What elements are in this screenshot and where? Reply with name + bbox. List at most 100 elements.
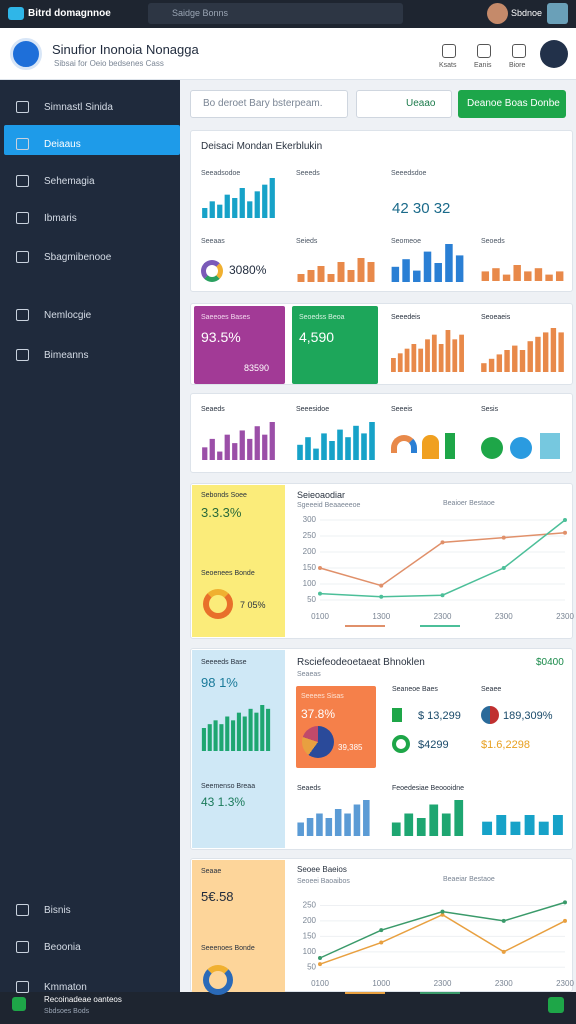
footer-bar: [0, 992, 576, 1024]
header: [0, 28, 576, 80]
nav-icon[interactable]: [16, 309, 29, 321]
nav-icon[interactable]: [16, 175, 29, 187]
sidebar: [0, 80, 180, 992]
section-total: $0400: [536, 657, 564, 668]
page-title: Sinufior Inonoia Nonagga: [52, 42, 199, 57]
panel-label: Seeeeds Base: [201, 659, 247, 666]
user-name: Sbdnoe: [511, 8, 543, 18]
footer-icon: [12, 997, 26, 1011]
nav-icon[interactable]: [16, 349, 29, 361]
circle-shape: [510, 437, 532, 459]
section-subtitle: Seaeas: [297, 671, 321, 678]
cell-label: Seeeds: [296, 170, 320, 177]
action-icon-button[interactable]: [477, 44, 491, 58]
cell-label: Sesis: [481, 406, 499, 413]
kpi-label: Seeees Sisas: [301, 693, 344, 700]
search-input[interactable]: [190, 90, 348, 118]
circle-shape: [481, 437, 503, 459]
donut: [203, 965, 233, 995]
nav-item[interactable]: Beoonia: [44, 942, 81, 953]
nav-icon[interactable]: [16, 251, 29, 263]
row-value: $ 13,299: [418, 710, 461, 722]
kpi-foot: 39,385: [338, 743, 363, 752]
user-avatar: [487, 3, 508, 24]
nav-item[interactable]: Deiaaus: [44, 139, 81, 150]
panel-label: Seemenso Breaa: [201, 783, 256, 790]
panel-value: 43 1.3%: [201, 795, 246, 809]
nav-item[interactable]: Bisnis: [44, 905, 71, 916]
button-label[interactable]: Deanoe Boas Donbe: [467, 98, 560, 109]
pie: [302, 726, 334, 758]
row-label: Seaneoe Baes: [392, 686, 438, 693]
cell-label: Seeedeis: [391, 314, 421, 321]
footer-text: Sbdsoes Bods: [44, 1008, 90, 1015]
nav-icon[interactable]: [16, 941, 29, 953]
panel-label: Sebonds Soee: [201, 492, 247, 499]
kpi-foot: 83590: [244, 363, 270, 373]
kpi-value: 37.8%: [301, 707, 336, 721]
action-label: Biore: [509, 62, 526, 69]
bar-shape: [445, 433, 455, 459]
footer-text: Recoinadeae oanteos: [44, 995, 122, 1004]
avatar: [540, 40, 568, 68]
nav-active[interactable]: [4, 125, 180, 155]
panel-value: 3.3.3%: [201, 505, 242, 520]
cell-label: Seaeds: [297, 785, 321, 792]
app-name: Bitrd domagnnoe: [28, 8, 111, 19]
nav-item[interactable]: Nemlocgie: [44, 310, 92, 321]
cell-label: Seeedsdoe: [391, 170, 427, 177]
nav-item[interactable]: Sbagmibenooe: [44, 252, 112, 263]
cell-label: Seaeds: [201, 406, 225, 413]
arch-shape: [391, 435, 417, 453]
panel-value: 5€.58: [201, 889, 234, 904]
page-subtitle: Sibsai for Oeio bedsenes Cass: [54, 59, 164, 68]
nav-item[interactable]: Ibmaris: [44, 213, 77, 224]
kpi-value: 93.5%: [201, 329, 241, 345]
secondary-button[interactable]: [356, 90, 452, 118]
circle-shape: [540, 433, 560, 459]
panel-label: Seoenees Bonde: [201, 570, 255, 577]
nav-item[interactable]: Simnastl Sinida: [44, 102, 113, 113]
logo: [10, 38, 42, 70]
chart-title: Seoee Baeios: [297, 865, 347, 874]
nav-icon[interactable]: [16, 212, 29, 224]
panel-value: 7 05%: [240, 600, 266, 610]
user-avatar-2: [547, 3, 568, 24]
nav-icon[interactable]: [16, 101, 29, 113]
primary-button[interactable]: [458, 90, 566, 118]
footer-icon: [548, 997, 564, 1013]
nav-item[interactable]: Bimeanns: [44, 350, 89, 361]
stat-value: 42 30 32: [392, 200, 451, 217]
nav-icon[interactable]: [16, 981, 29, 993]
cell-label: Seoeds: [481, 238, 505, 245]
action-label: Ksats: [439, 62, 457, 69]
row-value: $4299: [418, 739, 449, 751]
kpi-green: [292, 306, 378, 384]
legend-title: Beaioer Bestaoe: [443, 500, 495, 507]
search-placeholder: Saidge Bonns: [172, 8, 229, 18]
panel-value: 98 1%: [201, 675, 238, 690]
nav-item[interactable]: Kmmaton: [44, 982, 87, 993]
button-label[interactable]: Ueaao: [406, 98, 436, 109]
nav-icon[interactable]: [16, 138, 29, 150]
action-icon-button[interactable]: [512, 44, 526, 58]
row-icon: [392, 708, 402, 722]
panel-label: Seeenoes Bonde: [201, 945, 255, 952]
cell-label: Seeeis: [391, 406, 413, 413]
cell-label: Seoeaeis: [481, 314, 511, 321]
cell-label: Seomeoe: [391, 238, 421, 245]
action-icon-button[interactable]: [442, 44, 456, 58]
nav-icon[interactable]: [16, 904, 29, 916]
cell-label: Seieds: [296, 238, 318, 245]
action-label: Eanis: [474, 62, 492, 69]
section-title: Rsciefeodeoetaeat Bhnoklen: [297, 657, 425, 668]
row-icon: [481, 706, 499, 724]
app-icon: [8, 7, 24, 20]
search-placeholder: Bo deroet Bary bsterpeam.: [203, 98, 323, 109]
cell-label: Seeaas: [201, 238, 225, 245]
donut: [201, 260, 223, 282]
nav-item[interactable]: Sehemagia: [44, 176, 95, 187]
cell-label: Feoedesiae Beoooidne: [392, 785, 465, 792]
search-input[interactable]: [148, 3, 403, 24]
